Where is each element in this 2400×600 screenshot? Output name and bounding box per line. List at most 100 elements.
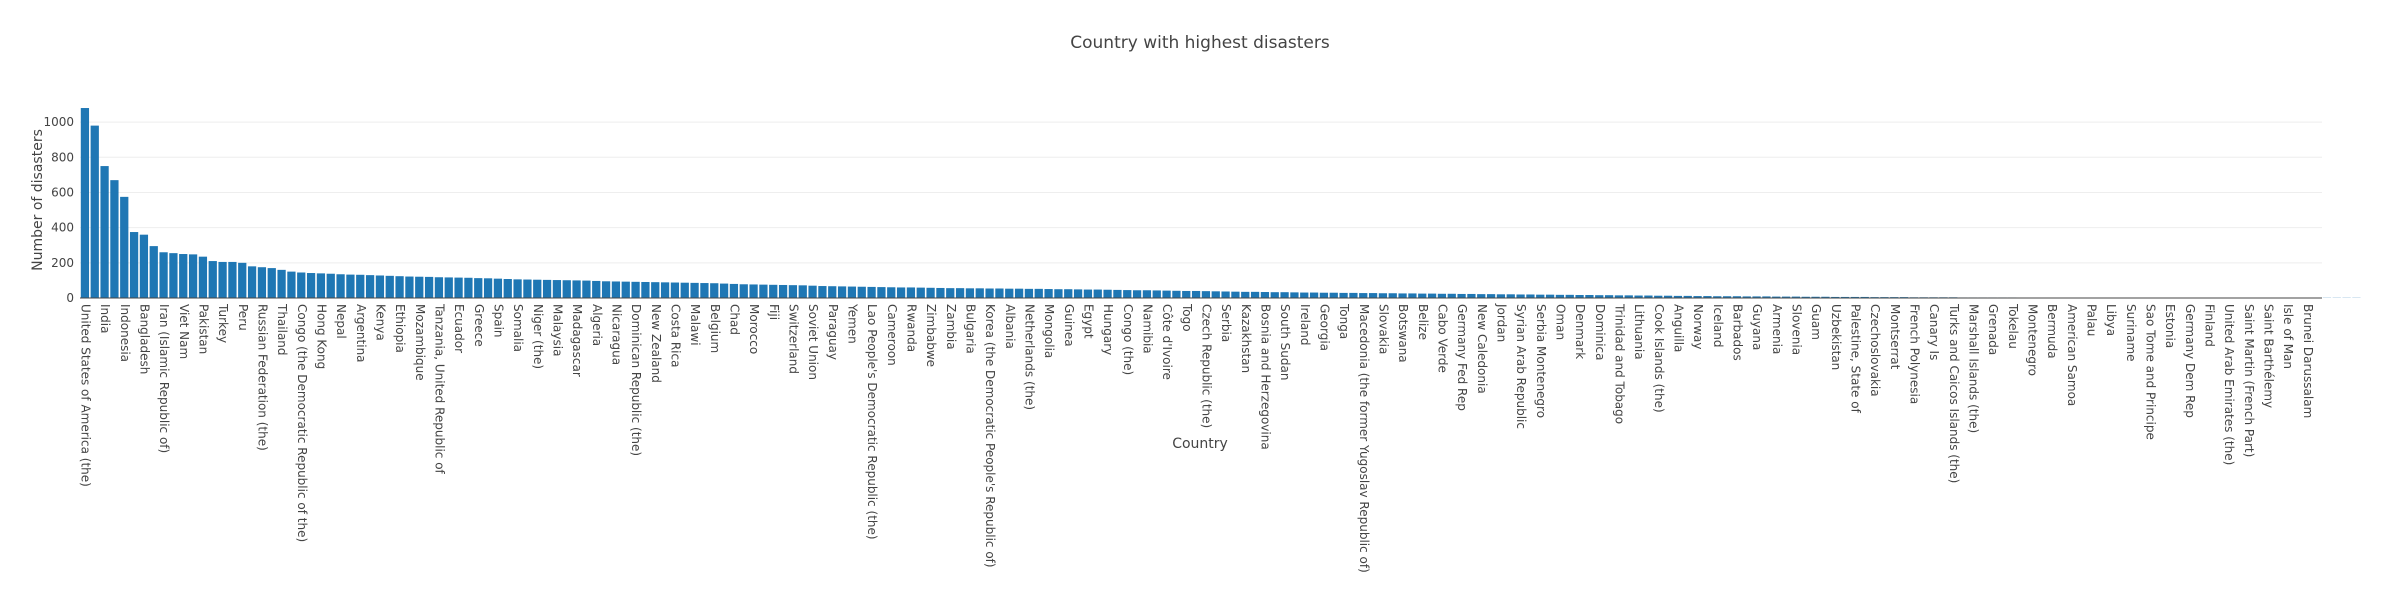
x-tick-label: India: [98, 304, 112, 333]
x-tick-label: Pakistan: [196, 304, 210, 354]
bar: [542, 279, 552, 298]
x-tick-label: Uzbekistan: [1829, 304, 1843, 370]
bar: [424, 276, 434, 298]
x-tick-label: Peru: [236, 304, 250, 331]
x-tick-label: Estonia: [2163, 304, 2177, 348]
x-tick-label: Tonga: [1337, 303, 1351, 339]
bar: [1270, 292, 1279, 298]
bar: [749, 284, 758, 298]
bar: [188, 254, 198, 298]
bar: [582, 280, 591, 298]
bar: [601, 281, 611, 298]
bar: [1182, 290, 1191, 298]
x-tick-label: Georgia: [1317, 304, 1331, 351]
bar: [198, 256, 208, 298]
bar: [1693, 296, 1702, 298]
y-tick-label: 0: [66, 291, 74, 305]
bar: [1083, 289, 1093, 298]
x-tick-label: Bulgaria: [963, 304, 977, 354]
x-tick-label: Lithuania: [1632, 304, 1646, 360]
x-tick-label: Cook Islands (the): [1652, 304, 1666, 413]
bar: [356, 274, 365, 298]
bar: [1339, 292, 1348, 298]
x-tick-label: Palau: [2084, 304, 2098, 336]
x-tick-label: Bangladesh: [137, 304, 151, 374]
bar: [513, 279, 522, 298]
bar: [828, 286, 837, 298]
bar: [1722, 296, 1732, 298]
bar: [395, 276, 404, 298]
bar: [1280, 292, 1289, 298]
bar: [257, 267, 267, 298]
bar: [1427, 293, 1437, 298]
x-tick-label: Germany Dem Rep: [2183, 304, 2197, 418]
bar: [887, 287, 896, 298]
bar: [552, 280, 562, 298]
bar: [474, 278, 483, 298]
x-tick-label: Bosnia and Herzegovina: [1258, 304, 1272, 450]
bar: [1595, 295, 1604, 298]
bar: [1191, 290, 1201, 298]
bar: [1683, 295, 1692, 298]
x-tick-label: Guam: [1809, 304, 1823, 340]
x-tick-label: New Caledonia: [1475, 304, 1489, 394]
x-tick-label: Serbia: [1219, 304, 1233, 342]
bar: [1162, 290, 1171, 298]
x-tick-label: New Zealand: [649, 304, 663, 383]
x-tick-label: Canary Is: [1927, 304, 1941, 360]
bar: [1211, 291, 1220, 298]
x-tick-label: Guyana: [1750, 304, 1764, 350]
bar: [1250, 291, 1260, 298]
bar: [1005, 288, 1014, 298]
bar: [1073, 289, 1083, 298]
x-tick-label: Belize: [1416, 304, 1430, 340]
bar: [1408, 293, 1417, 298]
bar: [1565, 294, 1574, 298]
x-tick-label: Turks and Caicos Islands (the): [1947, 303, 1961, 483]
bar: [1221, 291, 1230, 298]
bar: [316, 273, 326, 298]
x-tick-label: Hungary: [1101, 304, 1115, 355]
x-tick-label: Greece: [472, 304, 486, 347]
bar: [955, 288, 965, 298]
bar: [287, 271, 296, 298]
y-tick-label: 200: [51, 256, 74, 270]
bar: [995, 288, 1004, 298]
bar: [867, 286, 876, 298]
bar: [120, 196, 129, 298]
bar: [926, 287, 935, 298]
bar: [1447, 293, 1456, 298]
x-tick-label: Tanzania, United Republic of: [432, 303, 446, 475]
x-tick-label: Belgium: [708, 304, 722, 353]
x-tick-label: South Sudan: [1278, 304, 1292, 381]
bar: [208, 261, 217, 298]
x-tick-label: Kazakhstan: [1239, 304, 1253, 373]
bar: [1801, 296, 1810, 298]
x-tick-label: Malawi: [688, 304, 702, 346]
bar: [1418, 293, 1427, 298]
bar: [100, 166, 109, 298]
x-tick-label: Tokelau: [2006, 303, 2020, 349]
x-tick-label: Isle of Man: [2281, 304, 2295, 369]
bar: [503, 279, 512, 298]
x-tick-label: Denmark: [1573, 304, 1587, 359]
bar: [326, 273, 335, 298]
bar: [247, 266, 257, 298]
bar: [719, 283, 729, 298]
bar: [1142, 290, 1152, 298]
bar: [936, 287, 945, 298]
bar: [483, 278, 493, 298]
bar: [129, 232, 139, 298]
x-tick-label: Zimbabwe: [924, 304, 938, 367]
bar: [739, 284, 748, 298]
bar: [641, 281, 650, 298]
x-tick-label: Barbados: [1730, 304, 1744, 361]
x-tick-label: Zambia: [944, 304, 958, 350]
bar: [1526, 294, 1535, 298]
x-tick-label: Cameroon: [885, 304, 899, 366]
bar: [1329, 292, 1338, 298]
x-tick-label: Yemen: [845, 303, 859, 344]
x-tick-label: Anguilla: [1671, 304, 1685, 352]
bar: [1634, 295, 1643, 298]
bar: [90, 125, 99, 298]
